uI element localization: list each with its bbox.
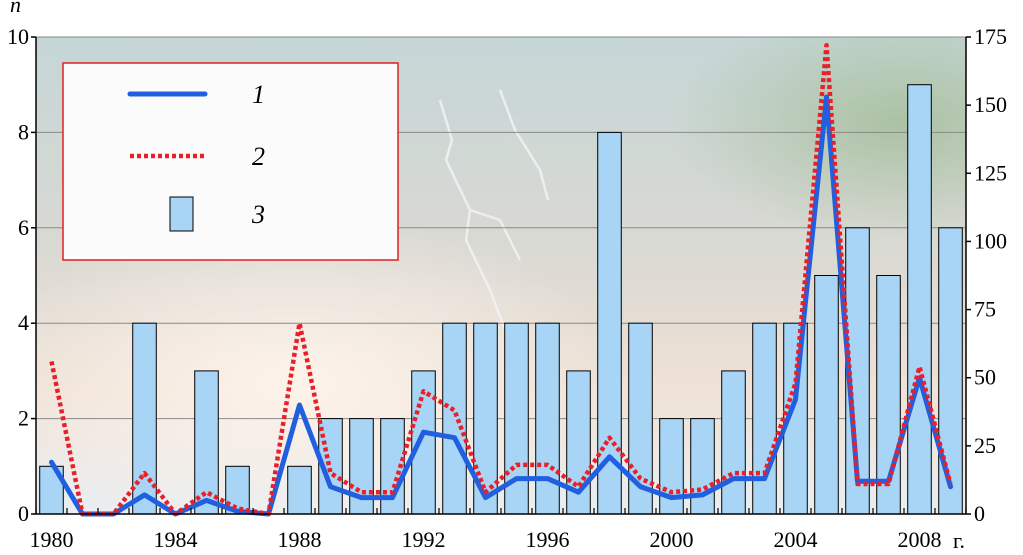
x-tick-label: 1992: [402, 527, 446, 550]
bar: [442, 322, 467, 515]
left-tick-label: 2: [18, 406, 29, 431]
bar: [814, 275, 839, 515]
legend-box: [62, 62, 399, 261]
line-series: [49, 42, 953, 517]
bar: [752, 322, 777, 515]
legend-label-2: 2: [252, 142, 265, 171]
right-tick-label: 100: [974, 228, 1007, 253]
right-tick-label: 25: [974, 433, 996, 458]
legend-items: 1 2 3: [127, 80, 265, 232]
left-axis-ticks: 0 2 4 6 8 10: [7, 24, 36, 526]
right-tick-label: 150: [974, 92, 1007, 117]
bar: [287, 465, 312, 515]
bar-series: [39, 84, 963, 515]
x-tick-label: 1980: [30, 527, 74, 550]
x-tick-label: 1984: [154, 527, 198, 550]
bar: [690, 418, 715, 515]
left-tick-label: 6: [18, 215, 29, 240]
left-tick-label: 8: [18, 119, 29, 144]
x-tick-label: 1988: [278, 527, 322, 550]
left-tick-label: 10: [7, 24, 29, 49]
right-tick-label: 75: [974, 297, 996, 322]
right-tick-label: 175: [974, 24, 1007, 49]
series-line-2: [49, 42, 953, 517]
legend-swatch-3: [169, 196, 194, 232]
x-tick-label: 2000: [650, 527, 694, 550]
right-tick-label: 50: [974, 365, 996, 390]
legend: 1 2 3: [62, 62, 399, 261]
bar: [907, 84, 932, 515]
x-axis-unit-label: г.: [953, 528, 965, 550]
left-tick-label: 4: [18, 310, 29, 335]
right-tick-label: 0: [974, 501, 985, 526]
left-axis-title: n: [10, 0, 21, 17]
right-axis-ticks: 0 25 50 75 100 125 150 175: [966, 24, 1007, 526]
series-line-1: [49, 94, 953, 517]
bar: [938, 227, 963, 515]
x-tick-label: 1996: [526, 527, 570, 550]
bar: [194, 370, 219, 515]
bar: [721, 370, 746, 515]
x-axis-ticks: 1980 1984 1988 1992 1996 2000 2004 2008: [30, 508, 967, 552]
x-tick-label: 2008: [898, 527, 942, 550]
legend-label-1: 1: [252, 80, 265, 109]
legend-label-3: 3: [251, 200, 265, 229]
bar: [535, 322, 560, 515]
x-tick-label: 2004: [774, 527, 818, 550]
right-tick-label: 125: [974, 160, 1007, 185]
left-tick-label: 0: [18, 501, 29, 526]
